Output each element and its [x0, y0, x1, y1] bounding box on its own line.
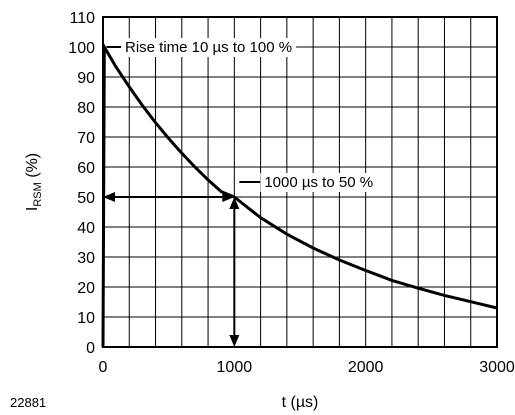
half-value-label-bg [260, 173, 378, 192]
x-tick-label: 3000 [479, 359, 515, 376]
rise-time-label-bg [121, 38, 297, 57]
y-axis-title-main: I [24, 207, 41, 211]
grid [103, 17, 497, 347]
figure-id: 22881 [10, 395, 46, 410]
x-tick-label: 1000 [217, 359, 253, 376]
y-axis-title: IRSM (%) [24, 153, 44, 211]
half-value-annotation: 1000 µs to 50 % [264, 174, 373, 191]
y-axis-title-subscript: RSM [32, 182, 44, 206]
y-tick-label: 40 [77, 220, 95, 237]
y-tick-label: 70 [77, 130, 95, 147]
dimension-arrows [103, 46, 261, 347]
x-tick-label: 2000 [348, 359, 384, 376]
y-axis-title-suffix: (%) [24, 153, 41, 182]
y-tick-label: 20 [77, 280, 95, 297]
y-tick-label: 90 [77, 70, 95, 87]
y-tick-label: 80 [77, 100, 95, 117]
arrowhead-right [222, 192, 235, 202]
arrowhead-down [229, 335, 240, 347]
y-tick-label: 0 [86, 340, 95, 357]
rise-time-annotation: Rise time 10 µs to 100 % [125, 39, 292, 56]
y-tick-label: 30 [77, 250, 95, 267]
y-axis-ticks: 0 10 20 30 40 50 60 70 80 90 100 110 [68, 10, 95, 357]
x-tick-label: 0 [99, 359, 108, 376]
arrowhead-up [229, 197, 240, 209]
y-tick-label: 100 [68, 40, 95, 57]
x-axis-title: t (µs) [282, 394, 319, 411]
y-tick-label: 10 [77, 310, 95, 327]
arrowhead-left [103, 192, 115, 202]
y-tick-label: 60 [77, 160, 95, 177]
y-tick-label: 110 [69, 10, 95, 27]
y-tick-label: 50 [77, 190, 95, 207]
x-axis-ticks: 0 1000 2000 3000 [99, 359, 515, 376]
